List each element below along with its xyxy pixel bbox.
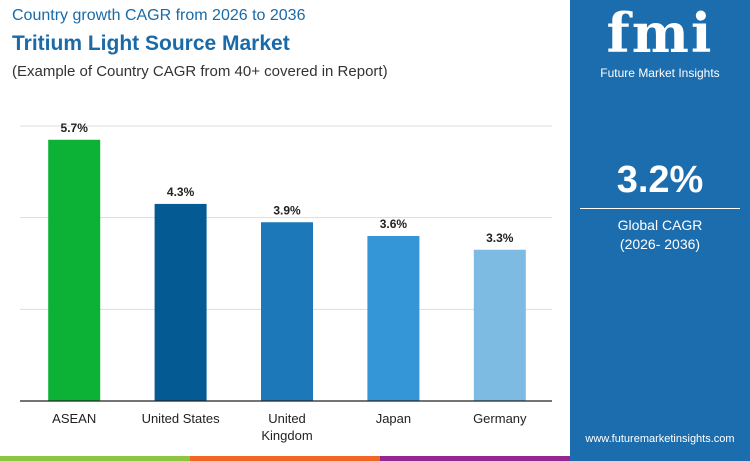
x-tick-label: Japan [376,411,411,426]
bar [367,236,420,401]
logo-mark: fmi [606,1,714,65]
data-label: 4.3% [167,185,195,199]
bar [154,203,207,401]
footer-bar-purple [380,456,570,461]
cagr-period: (2026- 2036) [619,236,701,252]
cagr-label: Global CAGR [617,217,703,233]
side-panel: fmi Future Market Insights 3.2% Global C… [570,0,750,461]
x-tick-label: United [268,411,306,426]
website-url: www.futuremarketinsights.com [585,433,735,445]
global-cagr-value: 3.2% [616,159,704,201]
fmi-logo: fmi Future Market Insights [570,2,750,80]
x-tick-label: Germany [473,411,527,426]
chart-subtitle: Country growth CAGR from 2026 to 2036 [12,7,306,24]
global-cagr-label: Global CAGR (2026- 2036) [570,216,750,254]
data-label: 3.9% [273,203,301,217]
x-tick-label: Kingdom [261,428,312,443]
x-tick-label: ASEAN [52,411,96,426]
footer-bar-green [0,456,190,461]
divider [580,208,740,209]
x-tick-label: United States [142,411,221,426]
chart-note: (Example of Country CAGR from 40+ covere… [12,63,388,80]
bar-chart: 5.7% ASEAN 4.3% United States 3.9% United King… [20,121,552,443]
bar [473,249,526,401]
logo-subtitle: Future Market Insights [600,66,720,80]
data-label: 3.3% [486,231,514,245]
chart-title: Tritium Light Source Market [12,32,290,55]
footer-bar-orange [190,456,380,461]
data-label: 3.6% [380,217,408,231]
bar [48,139,101,401]
bar [261,222,313,401]
data-label: 5.7% [61,121,89,135]
